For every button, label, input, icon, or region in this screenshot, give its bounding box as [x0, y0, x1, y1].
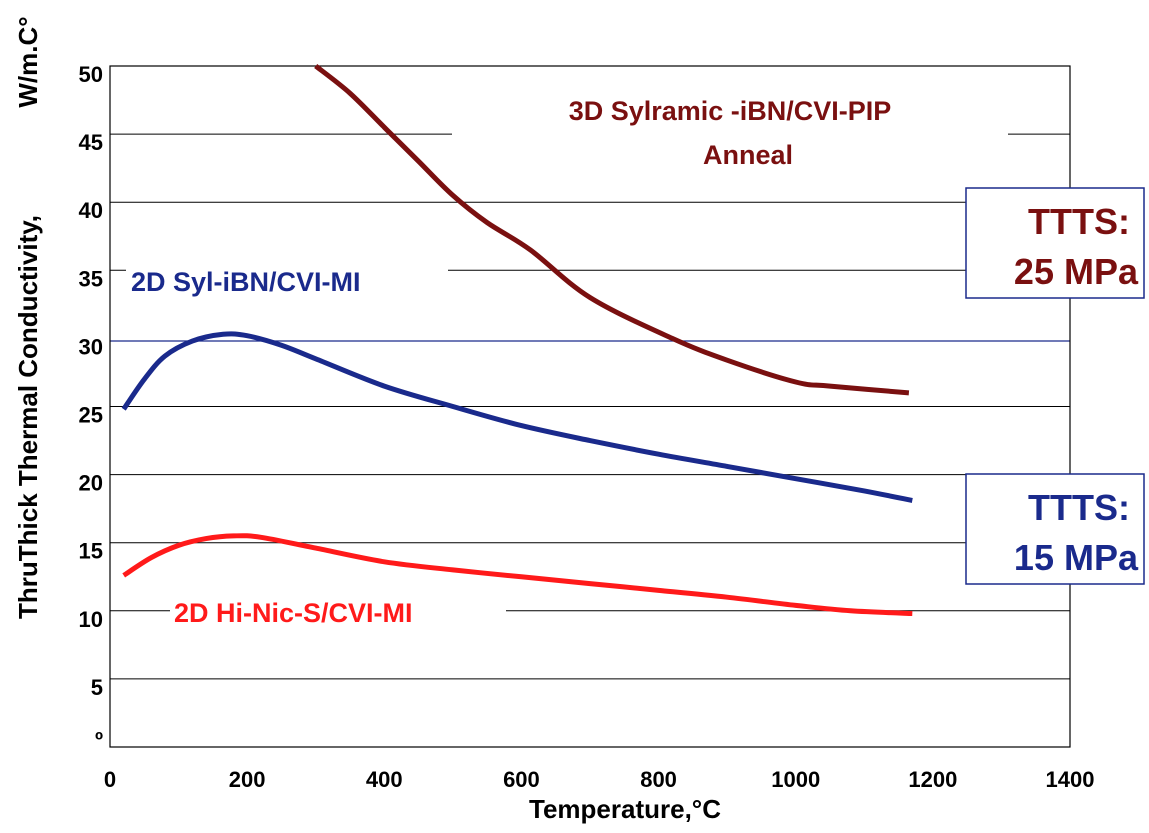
- x-axis-title: Temperature,°C: [529, 794, 721, 824]
- ttts-25-line2: 25 MPa: [1014, 251, 1139, 292]
- y-tick-label: 20: [79, 471, 103, 496]
- y-tick-label: 10: [79, 607, 103, 632]
- y-tick-labels: º 5 10 15 20 25 30 35 40 45 50: [79, 62, 103, 752]
- series-label-syl-ibn: 2D Syl-iBN/CVI-MI: [131, 267, 361, 297]
- series-label-hi-nic: 2D Hi-Nic-S/CVI-MI: [174, 598, 413, 628]
- ttts-box-25: [965, 187, 1145, 299]
- x-tick-label: 0: [104, 767, 116, 792]
- x-tick-label: 1000: [771, 767, 820, 792]
- y-tick-label: º: [95, 727, 103, 752]
- series-label-sylramic-line2: Anneal: [703, 140, 793, 170]
- x-tick-labels: 0 200 400 600 800 1000 1200 1400: [104, 767, 1095, 792]
- ttts-box-15: [965, 473, 1145, 585]
- x-tick-label: 600: [503, 767, 540, 792]
- y-tick-label: 50: [79, 62, 103, 87]
- x-tick-label: 400: [366, 767, 403, 792]
- series-label-sylramic-line1: 3D Sylramic -iBN/CVI-PIP: [569, 96, 892, 126]
- plot-frame: [109, 65, 1071, 748]
- series-line-hi-nic: [122, 533, 913, 616]
- series-lines: [121, 64, 913, 616]
- label-mask-sylramic: [452, 92, 1008, 182]
- x-tick-label: 800: [640, 767, 677, 792]
- x-tick-label: 200: [229, 767, 266, 792]
- y-tick-label: 30: [79, 334, 103, 359]
- ttts-15-line1: TTTS:: [1028, 487, 1130, 528]
- y-tick-label: 25: [79, 403, 103, 428]
- x-tick-label: 1400: [1046, 767, 1095, 792]
- y-axis-title: ThruThick Thermal Conductivity,: [13, 215, 43, 619]
- y-tick-label: 45: [79, 130, 103, 155]
- y-axis-unit: W/m.C°: [13, 16, 43, 107]
- y-tick-label: 35: [79, 266, 103, 291]
- series-line-sylramic: [314, 64, 910, 396]
- y-tick-label: 40: [79, 198, 103, 223]
- label-mask-hi-nic: [170, 594, 506, 630]
- y-tick-label: 5: [91, 675, 103, 700]
- label-mask-syl-ibn: [126, 262, 448, 300]
- ttts-15-line2: 15 MPa: [1014, 537, 1139, 578]
- ttts-25-line1: TTTS:: [1028, 201, 1130, 242]
- series-line-syl-ibn: [121, 331, 913, 503]
- x-tick-label: 1200: [908, 767, 957, 792]
- y-tick-label: 15: [79, 539, 103, 564]
